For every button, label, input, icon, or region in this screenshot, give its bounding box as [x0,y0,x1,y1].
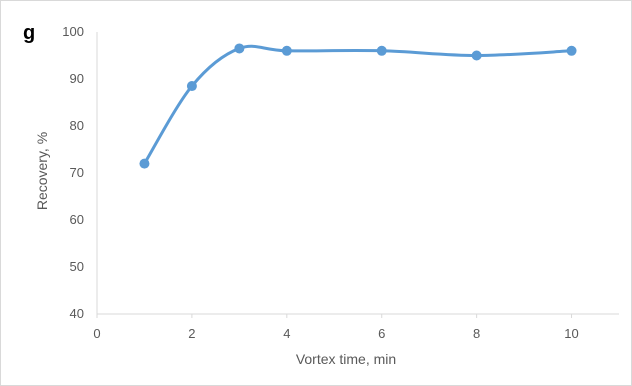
y-tick-label: 80 [70,118,84,133]
y-tick-label: 40 [70,306,84,321]
x-tick-label: 8 [473,326,480,341]
y-tick-label: 70 [70,165,84,180]
y-tick-labels: 40 50 60 70 80 90 100 [62,24,84,321]
y-tick-label: 50 [70,259,84,274]
x-tick-label: 10 [564,326,578,341]
y-tick-label: 60 [70,212,84,227]
data-point [186,81,197,92]
panel-label: g [23,22,35,44]
data-point [139,158,150,169]
series-line [142,44,574,166]
axes [96,32,619,315]
data-point [566,45,577,56]
x-tick-label: 6 [378,326,385,341]
x-tick-label: 2 [188,326,195,341]
data-point [281,45,292,56]
x-tick-label: 0 [93,326,100,341]
y-axis-label: Recovery, % [34,132,50,210]
y-tick-label: 90 [70,71,84,86]
y-tick-label: 100 [62,24,84,39]
x-axis-label: Vortex time, min [296,351,396,367]
x-tick-label: 4 [283,326,290,341]
data-point [376,45,387,56]
data-point [234,43,245,54]
series-group [139,43,577,169]
data-point [471,50,482,61]
x-tick-labels: 0 2 4 6 8 10 [93,314,579,341]
